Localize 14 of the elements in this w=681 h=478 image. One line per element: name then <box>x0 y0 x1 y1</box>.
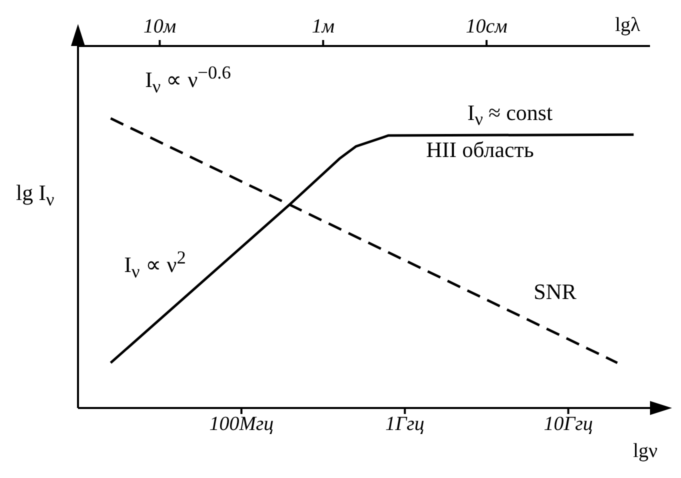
x-tick-label: 10Ггц <box>544 413 593 436</box>
annotation: HII область <box>426 137 534 163</box>
annotation: SNR <box>534 279 576 305</box>
y-axis-title: lg I$_{ν}$ <box>16 180 54 210</box>
x-tick-label: 1Ггц <box>385 413 424 436</box>
x-tick-label: 100Мгц <box>209 413 274 436</box>
text: I$_{ν}$ ∝ ν$^{−0.6}$ <box>145 62 231 98</box>
x2-axis-title: lgλ <box>615 14 640 37</box>
x-axis-title: lgν <box>633 440 658 463</box>
text: 10см <box>466 16 508 38</box>
text: 10м <box>143 16 176 38</box>
text: 1м <box>312 16 335 38</box>
annotation: I$_{ν}$ ∝ ν$^{2}$ <box>124 248 186 282</box>
annotation: I$_{ν}$ ≈ const <box>467 100 553 130</box>
